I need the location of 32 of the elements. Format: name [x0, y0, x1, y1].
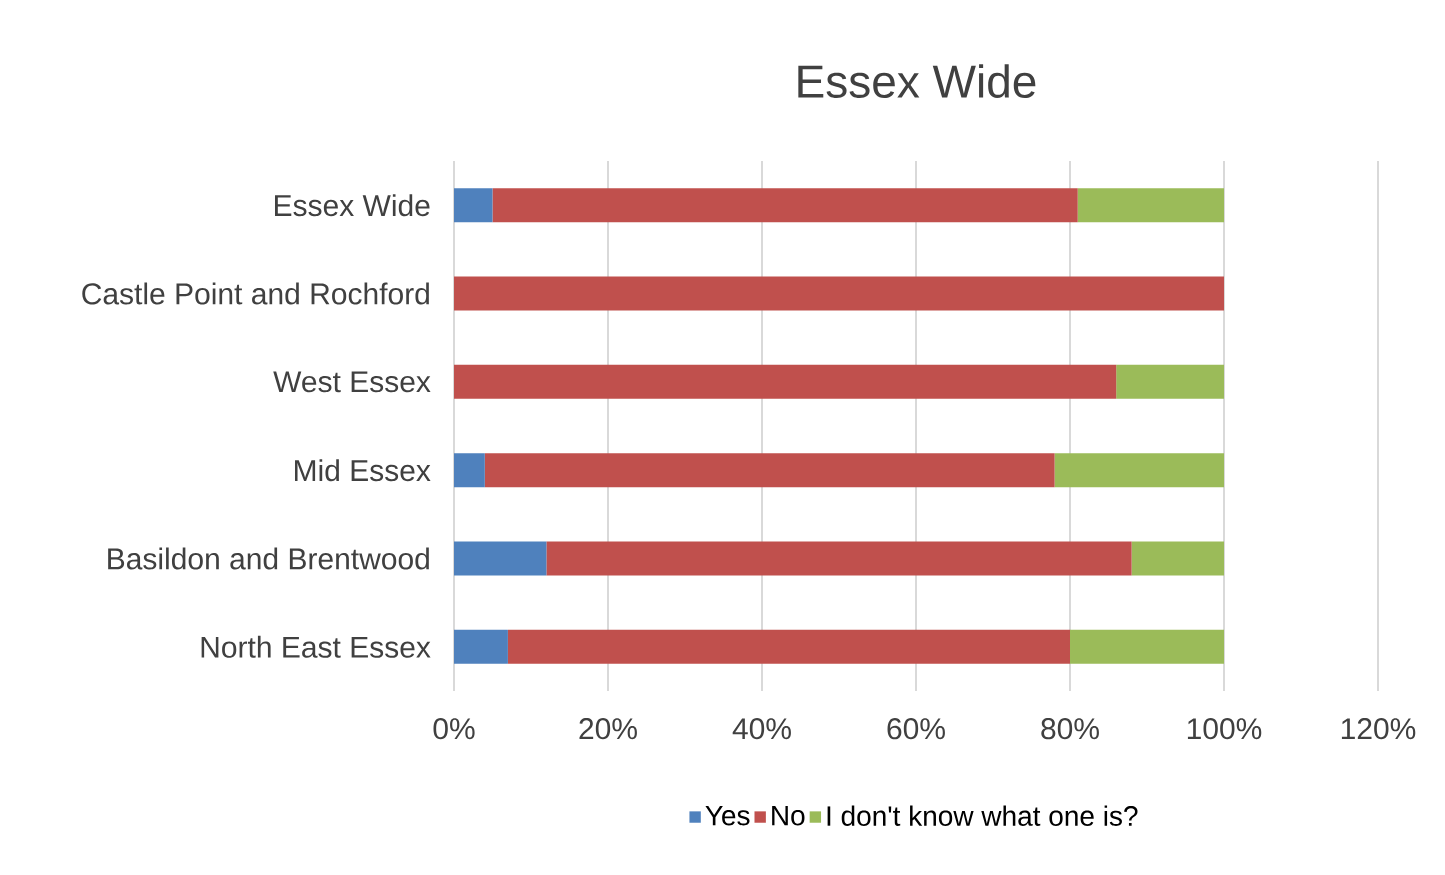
y-tick-label: Mid Essex — [295, 459, 431, 482]
bar — [1077, 188, 1225, 223]
y-tick-label: Essex Wide — [275, 194, 430, 217]
bar — [1131, 541, 1225, 576]
bar — [454, 364, 1117, 399]
x-tick-label: 60% — [887, 718, 945, 740]
bar — [1070, 629, 1225, 664]
x-tick-label: 80% — [1041, 718, 1099, 740]
x-tick-label: 20% — [579, 718, 637, 740]
bar — [507, 629, 1070, 664]
chart-title: Essex Wide — [798, 64, 1036, 98]
legend-label: I don't know what one is? — [827, 805, 1138, 826]
bar — [1116, 364, 1225, 399]
bar — [546, 541, 1132, 576]
legend-label: No — [772, 805, 805, 826]
y-tick-label: West Essex — [273, 371, 431, 393]
y-tick-label: Castle Point and Rochford — [82, 282, 429, 305]
bar — [454, 453, 485, 488]
bar — [454, 541, 547, 576]
legend-label: Yes — [705, 805, 750, 826]
bar — [454, 188, 493, 223]
x-tick-label: 120% — [1341, 718, 1416, 740]
y-tick-label: Basildon and Brentwood — [108, 547, 429, 570]
bar — [454, 276, 1225, 311]
y-tick-label: North East Essex — [201, 635, 431, 658]
x-tick-label: 100% — [1187, 718, 1262, 740]
x-tick-label: 40% — [732, 718, 791, 740]
bar — [492, 188, 1078, 223]
bar — [1054, 453, 1225, 488]
bar — [484, 453, 1055, 488]
x-tick-label: 0% — [433, 718, 475, 740]
bar — [454, 629, 508, 664]
